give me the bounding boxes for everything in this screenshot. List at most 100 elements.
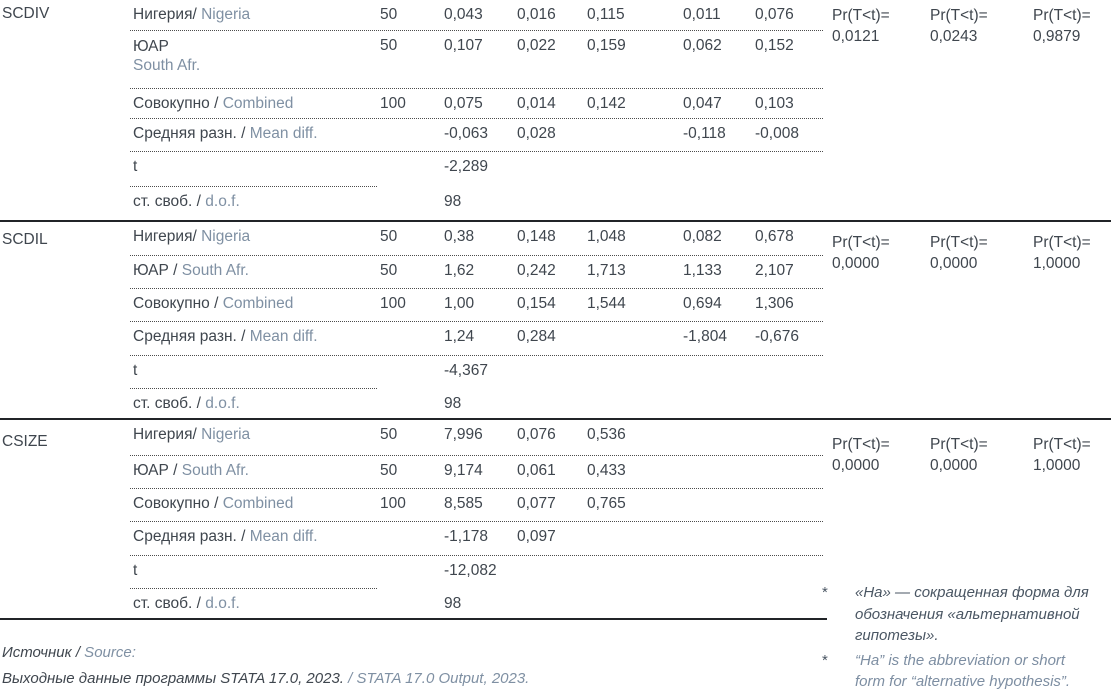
cell-ci-high: 0,103 bbox=[755, 95, 794, 112]
cell-obs bbox=[377, 595, 430, 618]
group-label: ст. своб. / d.o.f. bbox=[130, 595, 377, 618]
cell-stderr: 0,097 bbox=[517, 528, 556, 545]
pr-stat: Pr(T<t)= 0,9879 bbox=[1033, 5, 1091, 47]
group-label-ru: t bbox=[133, 562, 138, 579]
cell-t-stat: -12,082 bbox=[444, 562, 497, 579]
pr-value: 0,0000 bbox=[832, 255, 880, 272]
group-label-en: Nigeria bbox=[196, 228, 251, 245]
cell-obs: 50 bbox=[380, 426, 398, 443]
cell-ci-high: 0,678 bbox=[755, 228, 794, 245]
cell-ci-high bbox=[745, 495, 823, 521]
variable-block-csize: CSIZE Нигерия/ Nigeria 50 7,996 0,076 0,… bbox=[0, 420, 1111, 618]
table-row: t -4,367 bbox=[130, 356, 823, 389]
table-row: t -2,289 bbox=[130, 152, 823, 187]
table-row: Нигерия/ Nigeria 50 0,043 0,016 0,115 0,… bbox=[130, 0, 823, 31]
pr-value: 0,0000 bbox=[930, 457, 978, 474]
cell-obs: 100 bbox=[380, 495, 406, 512]
variable-name: SCDIV bbox=[2, 5, 50, 22]
variable-name: SCDIL bbox=[2, 231, 48, 248]
cell-dof: 98 bbox=[444, 595, 462, 612]
cell-mean: 9,174 bbox=[444, 462, 483, 479]
cell-stderr: 0,154 bbox=[517, 295, 556, 312]
table-bottom-rule bbox=[0, 618, 827, 620]
cell-dof: 98 bbox=[444, 395, 462, 412]
cell-ci-low: 1,133 bbox=[683, 262, 722, 279]
cell-mean: 7,996 bbox=[444, 426, 483, 443]
group-label-ru: t bbox=[133, 362, 138, 379]
table-row: ст. своб. / d.o.f. 98 bbox=[130, 187, 823, 220]
table-row: ст. своб. / d.o.f. 98 bbox=[130, 589, 823, 618]
group-label: Нигерия/ Nigeria bbox=[130, 426, 377, 455]
footnote: * «На» — сокращенная форма для обозначен… bbox=[822, 582, 1111, 647]
cell-stderr: 0,284 bbox=[517, 328, 556, 345]
pr-stat: Pr(T<t)= 0,0000 bbox=[832, 232, 890, 274]
cell-stderr: 0,022 bbox=[517, 37, 556, 54]
group-label: ЮАР / South Afr. bbox=[130, 262, 377, 288]
group-label: ЮАР South Afr. bbox=[130, 37, 377, 88]
pr-label: Pr(T<t)= bbox=[1033, 436, 1091, 453]
pr-label: Pr(T<t)= bbox=[1033, 234, 1091, 251]
group-label-ru: ЮАР bbox=[133, 38, 169, 55]
cell-stddev: 1,713 bbox=[587, 262, 626, 279]
group-label-ru: ЮАР / bbox=[133, 262, 178, 279]
cell-ci-low: -0,118 bbox=[683, 125, 726, 142]
pr-value: 0,0000 bbox=[832, 457, 880, 474]
cell-stddev: 0,765 bbox=[587, 495, 626, 512]
cell-ci-low: 0,062 bbox=[683, 37, 722, 54]
cell-ci-low bbox=[660, 495, 745, 521]
cell-mean: 0,075 bbox=[444, 95, 483, 112]
cell-stddev: 0,433 bbox=[587, 462, 626, 479]
cell-mean: -1,178 bbox=[444, 528, 488, 545]
cell-obs bbox=[377, 395, 430, 418]
cell-stderr: 0,061 bbox=[517, 462, 556, 479]
cell-mean: 0,107 bbox=[444, 37, 483, 54]
group-label-en: d.o.f. bbox=[200, 595, 240, 612]
pr-stat: Pr(T<t)= 1,0000 bbox=[1033, 232, 1091, 274]
cell-ci-high bbox=[745, 462, 823, 488]
table-row: Средняя разн. / Mean diff. 1,24 0,284 -1… bbox=[130, 322, 823, 356]
cell-stderr: 0,242 bbox=[517, 262, 556, 279]
group-label-en: Mean diff. bbox=[245, 125, 318, 142]
cell-stderr: 0,016 bbox=[517, 6, 556, 23]
group-label-ru: Средняя разн. / bbox=[133, 528, 246, 545]
cell-obs bbox=[377, 328, 430, 355]
cell-ci-low bbox=[660, 426, 745, 455]
cell-ci-high: 0,076 bbox=[755, 6, 794, 23]
group-label-en: Combined bbox=[218, 295, 294, 312]
cell-t-stat: -2,289 bbox=[444, 158, 488, 175]
cell-ci-low: 0,694 bbox=[683, 295, 722, 312]
table-row: Совокупно / Combined 100 1,00 0,154 1,54… bbox=[130, 289, 823, 322]
group-label-en: Combined bbox=[218, 95, 294, 112]
cell-ci-high bbox=[745, 528, 823, 555]
group-label: Нигерия/ Nigeria bbox=[130, 6, 377, 30]
group-label-en: Mean diff. bbox=[245, 328, 318, 345]
cell-stddev bbox=[570, 528, 660, 555]
cell-dof: 98 bbox=[444, 193, 462, 210]
cell-stddev: 1,544 bbox=[587, 295, 626, 312]
source-note-line1: Источник / Source: bbox=[2, 644, 136, 661]
pr-value: 0,9879 bbox=[1033, 28, 1081, 45]
footnote-marker: * bbox=[822, 584, 828, 601]
cell-obs bbox=[377, 362, 430, 389]
group-label-en: Mean diff. bbox=[245, 528, 318, 545]
cell-obs bbox=[377, 125, 430, 151]
group-label-en: South Afr. bbox=[133, 57, 201, 74]
cell-ci-high: 0,152 bbox=[755, 37, 794, 54]
cell-stderr: 0,014 bbox=[517, 95, 556, 112]
pr-stat: Pr(T<t)= 1,0000 bbox=[1033, 434, 1091, 476]
cell-ci-high: 2,107 bbox=[755, 262, 794, 279]
pr-stat: Pr(T<t)= 0,0243 bbox=[930, 5, 988, 47]
cell-obs bbox=[377, 158, 430, 187]
group-label-ru: t bbox=[133, 158, 138, 175]
table-row: Совокупно / Combined 100 8,585 0,077 0,7… bbox=[130, 489, 823, 522]
group-label-ru: Совокупно / bbox=[133, 295, 219, 312]
cell-t-stat: -4,367 bbox=[444, 362, 488, 379]
group-label: t bbox=[130, 562, 377, 589]
footnotes: * «На» — сокращенная форма для обозначен… bbox=[822, 582, 1111, 693]
cell-obs: 100 bbox=[380, 295, 406, 312]
cell-obs: 50 bbox=[380, 462, 398, 479]
footnote-text: «На» — сокращенная форма для обозначения… bbox=[855, 584, 1089, 644]
group-label: ЮАР / South Afr. bbox=[130, 462, 377, 488]
group-label: t bbox=[130, 362, 377, 389]
cell-mean: 1,24 bbox=[444, 328, 475, 345]
